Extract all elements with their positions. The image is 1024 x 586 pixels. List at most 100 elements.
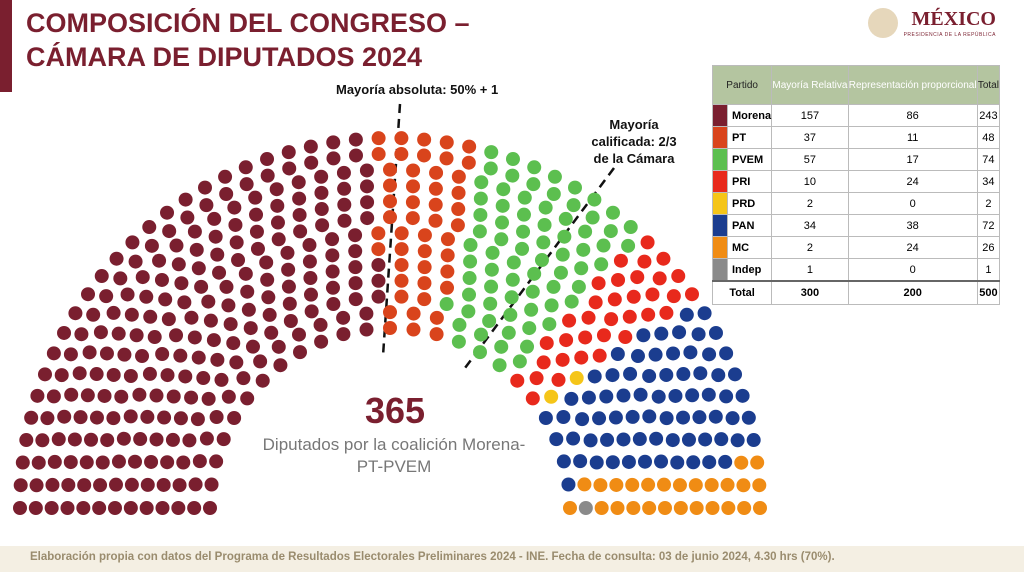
seat (314, 202, 329, 217)
seat (348, 132, 363, 147)
seat (473, 207, 488, 222)
seat (450, 218, 465, 233)
total-count: 300 (771, 280, 849, 305)
seat (95, 455, 110, 470)
seat (544, 298, 559, 313)
seat (623, 220, 638, 235)
seat (360, 211, 375, 226)
seat (302, 254, 317, 269)
seat (165, 432, 180, 447)
seat-count: 10 (771, 170, 849, 193)
seat (68, 306, 83, 321)
seat (730, 433, 745, 448)
seat (281, 145, 296, 160)
seat (642, 501, 657, 515)
seat (210, 247, 225, 262)
seat (303, 139, 318, 154)
seat (371, 131, 386, 146)
seat (536, 235, 551, 250)
seat (171, 501, 186, 515)
seat-count: 57 (771, 148, 849, 171)
seat (585, 210, 600, 225)
seat (93, 478, 108, 493)
seat (304, 155, 319, 170)
seat (143, 309, 158, 324)
seat (561, 477, 576, 492)
seat (260, 152, 275, 167)
seat (596, 328, 611, 343)
seat (260, 168, 275, 183)
seat (600, 432, 615, 447)
seat (173, 411, 188, 426)
seat (359, 322, 374, 337)
seat (578, 224, 593, 239)
seat (127, 454, 142, 469)
seat (752, 478, 767, 493)
side-bar (0, 0, 12, 92)
seat (314, 185, 329, 200)
seat (156, 477, 171, 492)
seat (672, 325, 687, 340)
party-name: PRD (726, 192, 773, 215)
seat (260, 272, 275, 287)
seat (271, 339, 286, 354)
seat (238, 266, 253, 281)
seat (135, 349, 150, 364)
seat (405, 195, 420, 210)
seat (645, 287, 660, 302)
seat (592, 348, 607, 363)
seat (187, 330, 202, 345)
seat (516, 207, 531, 222)
seat (495, 198, 510, 213)
seat (180, 210, 195, 225)
seat (571, 279, 586, 294)
seat (325, 248, 340, 263)
seat (558, 211, 573, 226)
seat (187, 224, 202, 239)
column-header: Total (976, 65, 1001, 105)
seat (440, 280, 455, 295)
seat (563, 501, 577, 515)
seat (241, 302, 256, 317)
seat (394, 226, 409, 241)
seat (149, 432, 164, 447)
seat (177, 295, 192, 310)
seat (169, 328, 184, 343)
total-label: Total (711, 280, 773, 305)
coalition-value: 365 (364, 390, 426, 431)
seat (496, 182, 511, 197)
seat (685, 388, 700, 403)
seat (591, 276, 606, 291)
seat (133, 432, 148, 447)
seat (417, 276, 432, 291)
seat (671, 269, 686, 284)
seat (473, 345, 487, 360)
seat (81, 287, 96, 302)
footer-band (0, 546, 1024, 572)
annotation: Mayoría calificada: 2/3 de la Cámara (591, 117, 677, 166)
seat (303, 271, 318, 286)
party-row: PT 37 11 48 (712, 126, 1001, 149)
seat (84, 432, 99, 447)
seat (37, 367, 52, 382)
seat (417, 292, 432, 307)
seat-count: 86 (847, 104, 978, 127)
seat (616, 432, 631, 447)
seat (199, 431, 214, 446)
seat (383, 305, 397, 320)
seat (529, 371, 544, 386)
seat (209, 454, 224, 469)
seat (29, 478, 44, 493)
seat (196, 371, 211, 386)
seat (512, 354, 527, 369)
seat (510, 373, 525, 388)
seat (348, 228, 363, 243)
seat (124, 307, 139, 322)
seat (484, 279, 499, 294)
seat (505, 272, 520, 287)
seat (210, 352, 225, 367)
seat (280, 245, 295, 260)
seat (111, 326, 126, 341)
header-row: Partido Mayoría Relativa Representación pr… (711, 65, 1001, 105)
seat (520, 339, 535, 354)
